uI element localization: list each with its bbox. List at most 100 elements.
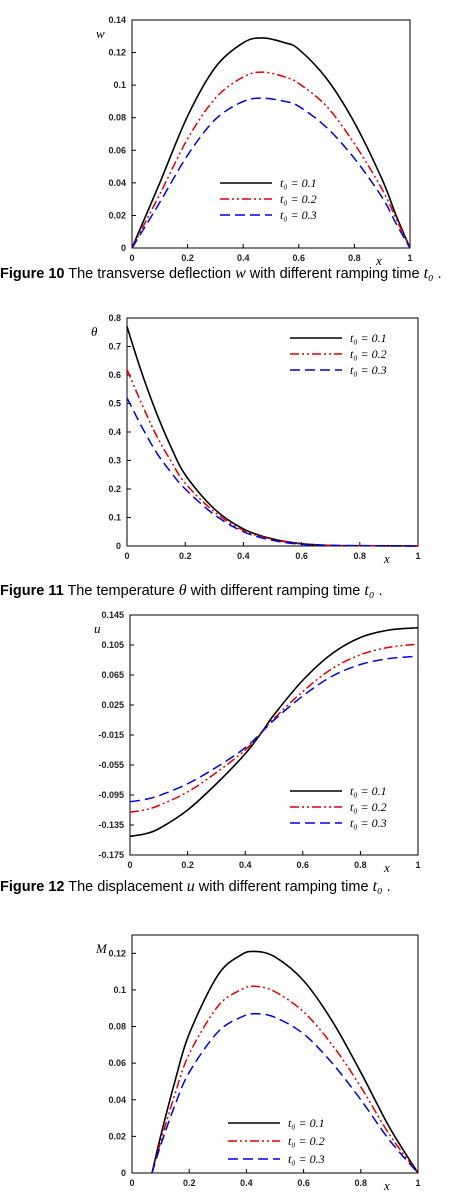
y-tick-label: -0.095 xyxy=(98,790,124,800)
y-tick-label: 0.1 xyxy=(108,513,121,523)
chart-temperature: 0 0.2 0.4 0.6 0.8 1 0 0.1 0.2 0.3 0.4 0.5 0.6 0.7 0.8 θ… xyxy=(91,313,421,566)
legend-label: t₀ = 0.2 xyxy=(280,192,317,206)
y-tick-label: 0.06 xyxy=(108,145,126,155)
x-axis-label: x xyxy=(375,253,382,265)
caption-text: The temperature xyxy=(67,583,175,599)
series-line xyxy=(131,97,411,249)
y-tick-label: 0.08 xyxy=(108,1022,126,1032)
x-tick-label: 0 xyxy=(129,1178,134,1188)
chart-transverse-deflection: 0 0.2 0.4 0.6 0.8 1 0 0.02 0.04 0.06 0.08 0.1 0.12 0.… xyxy=(96,15,413,265)
legend-label: t₀ = 0.1 xyxy=(280,176,317,190)
figure-11-caption: Figure 11 The temperature θ with differe… xyxy=(0,582,382,600)
x-tick-label: 0.4 xyxy=(240,1178,253,1188)
caption-label: Figure 10 xyxy=(0,266,65,282)
x-tick-label: 0.8 xyxy=(354,551,367,561)
x-tick-label: 0.4 xyxy=(237,253,250,263)
y-tick-label: 0.12 xyxy=(108,48,126,58)
x-tick-label: 0.4 xyxy=(237,551,250,561)
y-tick-label: 0.025 xyxy=(101,700,124,710)
caption-symbol: θ xyxy=(178,582,187,599)
y-tick-label: 0.14 xyxy=(108,15,126,25)
x-tick-label: 0.2 xyxy=(181,253,194,263)
x-axis-label: x xyxy=(383,551,390,566)
x-tick-label: 0.8 xyxy=(355,1178,368,1188)
legend-label: t₀ = 0.3 xyxy=(280,208,317,222)
x-tick-label: 0.2 xyxy=(183,1178,196,1188)
caption-end: . xyxy=(437,266,442,282)
y-axis-label: u xyxy=(94,621,101,636)
y-tick-label: -0.175 xyxy=(98,850,124,860)
caption-rest: with different ramping time xyxy=(249,266,420,282)
legend-label: t₀ = 0.3 xyxy=(350,363,387,377)
x-tick-label: 0.8 xyxy=(348,253,361,263)
y-tick-label: 0.04 xyxy=(108,178,126,188)
caption-symbol: u xyxy=(186,878,195,895)
y-tick-label: 0.065 xyxy=(101,670,124,680)
plot-frame xyxy=(131,19,411,249)
x-tick-label: 0.2 xyxy=(179,551,192,561)
caption-text: The transverse deflection xyxy=(68,266,232,282)
x-axis-label: x xyxy=(383,1178,390,1193)
y-axis-label: w xyxy=(96,26,105,41)
y-tick-label: 0.2 xyxy=(108,484,121,494)
x-tick-label: 0 xyxy=(124,551,129,561)
caption-rest: with different ramping time xyxy=(198,879,369,895)
legend-label: t₀ = 0.1 xyxy=(350,331,387,345)
y-tick-label: 0.8 xyxy=(108,313,121,323)
series-line xyxy=(131,37,411,249)
caption-rest: with different ramping time xyxy=(190,583,361,599)
series-line xyxy=(126,397,419,547)
series-line xyxy=(131,71,411,249)
legend-label: t₀ = 0.2 xyxy=(350,800,387,814)
x-tick-label: 0.6 xyxy=(295,551,308,561)
chart-displacement: 0 0.2 0.4 0.6 0.8 1 -0.175 -0.135 -0.095 -0.055 -0… xyxy=(94,610,421,875)
y-tick-label: 0 xyxy=(116,541,121,551)
figure-10-chart: 0 0.2 0.4 0.6 0.8 1 0 0.02 0.04 0.06 0.08 0.1 0.12 0.… xyxy=(0,0,474,265)
caption-end: . xyxy=(386,879,391,895)
y-tick-label: 0.12 xyxy=(108,948,126,958)
plot-frame xyxy=(131,934,419,1174)
x-tick-label: 0.4 xyxy=(239,860,252,870)
figure-11-chart: 0 0.2 0.4 0.6 0.8 1 0 0.1 0.2 0.3 0.4 0.5 0.6 0.7 0.8 θ… xyxy=(0,300,474,570)
x-tick-label: 0.6 xyxy=(297,860,310,870)
x-tick-label: 1 xyxy=(415,1178,420,1188)
legend-label: t₀ = 0.2 xyxy=(288,1134,325,1148)
caption-label: Figure 11 xyxy=(0,583,64,599)
x-tick-label: 0.8 xyxy=(354,860,367,870)
y-tick-label: 0.4 xyxy=(108,427,121,437)
x-tick-label: 1 xyxy=(415,860,420,870)
y-tick-label: -0.015 xyxy=(98,730,124,740)
y-tick-label: 0.02 xyxy=(108,210,126,220)
y-tick-label: 0.5 xyxy=(108,399,121,409)
y-tick-label: 0 xyxy=(121,243,126,253)
legend-label: t₀ = 0.3 xyxy=(288,1152,325,1166)
caption-symbol: w xyxy=(235,265,246,282)
figure-12-chart: 0 0.2 0.4 0.6 0.8 1 -0.175 -0.135 -0.095 -0.055 -0… xyxy=(0,605,474,875)
y-tick-label: 0.1 xyxy=(113,985,126,995)
y-tick-label: 0.06 xyxy=(108,1058,126,1068)
caption-sub: t₀ xyxy=(372,878,383,895)
caption-end: . xyxy=(378,583,383,599)
figure-10-caption: Figure 10 The transverse deflection w wi… xyxy=(0,265,442,283)
legend-label: t₀ = 0.2 xyxy=(350,347,387,361)
series-line xyxy=(151,950,419,1174)
caption-label: Figure 12 xyxy=(0,879,65,895)
y-tick-label: 0.145 xyxy=(101,610,124,620)
x-tick-label: 0.6 xyxy=(297,1178,310,1188)
figure-12-caption: Figure 12 The displacement u with differ… xyxy=(0,878,391,896)
series-line xyxy=(151,985,419,1174)
x-axis-label: x xyxy=(383,860,390,875)
y-tick-label: 0.3 xyxy=(108,456,121,466)
y-tick-label: 0.6 xyxy=(108,370,121,380)
y-tick-label: 0.02 xyxy=(108,1131,126,1141)
x-tick-label: 0.2 xyxy=(181,860,194,870)
series-line xyxy=(151,1012,419,1174)
x-tick-label: 1 xyxy=(415,551,420,561)
y-tick-label: 0.04 xyxy=(108,1095,126,1105)
x-tick-label: 0.6 xyxy=(293,253,306,263)
x-tick-label: 0 xyxy=(127,860,132,870)
legend-label: t₀ = 0.1 xyxy=(288,1116,325,1130)
legend-label: t₀ = 0.3 xyxy=(350,816,387,830)
x-tick-label: 0 xyxy=(129,253,134,263)
caption-sub: t₀ xyxy=(423,265,434,282)
